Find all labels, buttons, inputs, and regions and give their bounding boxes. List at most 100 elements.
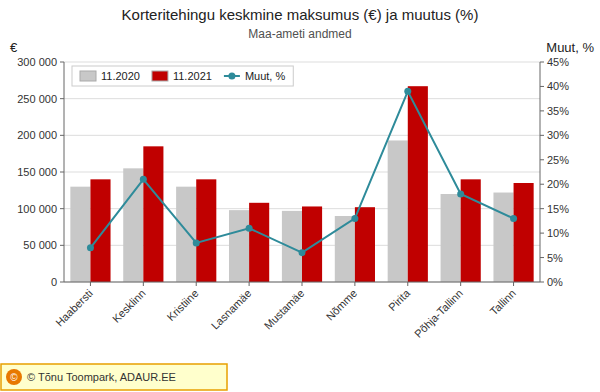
legend-label: 11.2021 bbox=[173, 70, 212, 82]
y2-tick-label: 25% bbox=[547, 154, 569, 166]
legend-swatch bbox=[80, 71, 96, 81]
y2-tick-label: 20% bbox=[547, 178, 569, 190]
bar bbox=[143, 146, 163, 282]
legend-swatch bbox=[152, 71, 168, 81]
x-tick bbox=[143, 282, 144, 286]
x-tick-label: Haabersti bbox=[53, 287, 95, 329]
y-tick bbox=[60, 135, 64, 136]
x-tick-label: Mustamäe bbox=[262, 287, 307, 332]
y2-tick bbox=[540, 135, 544, 136]
y-axis-line bbox=[64, 62, 65, 282]
y-tick bbox=[60, 282, 64, 283]
y2-tick bbox=[540, 110, 544, 111]
grid-line bbox=[64, 135, 540, 136]
legend-swatch-marker bbox=[228, 73, 235, 80]
grid bbox=[64, 62, 540, 282]
line-marker bbox=[299, 249, 306, 256]
bar bbox=[70, 187, 90, 282]
watermark-symbol: © bbox=[10, 372, 18, 383]
y2-axis-line bbox=[540, 62, 541, 282]
watermark-text: © Tõnu Toompark, ADAUR.EE bbox=[27, 371, 176, 383]
line-marker bbox=[87, 244, 94, 251]
x-tick-label: Kristiine bbox=[164, 287, 200, 323]
chart: Korteritehingu keskmine maksumus (€) ja … bbox=[0, 0, 600, 392]
line-marker bbox=[193, 239, 200, 246]
y2-tick-label: 5% bbox=[547, 252, 563, 264]
bar bbox=[282, 211, 302, 282]
y2-tick bbox=[540, 86, 544, 87]
x-tick bbox=[90, 282, 91, 286]
bar bbox=[176, 187, 196, 282]
y-tick-label: 250 000 bbox=[17, 93, 57, 105]
y2-tick bbox=[540, 282, 544, 283]
grid-line bbox=[64, 98, 540, 99]
x-tick-label: Kesklinn bbox=[110, 287, 148, 325]
y-tick bbox=[60, 98, 64, 99]
legend-frame bbox=[72, 66, 293, 86]
line-marker bbox=[510, 215, 517, 222]
title: Korteritehingu keskmine maksumus (€) ja … bbox=[122, 6, 479, 23]
line-marker bbox=[457, 191, 464, 198]
bar bbox=[196, 179, 216, 282]
bar bbox=[90, 179, 110, 282]
line-marker bbox=[140, 176, 147, 183]
bar bbox=[229, 210, 249, 282]
x-tick-label: Pirita bbox=[386, 286, 413, 313]
x-tick bbox=[302, 282, 303, 286]
watermark: © © Tõnu Toompark, ADAUR.EE bbox=[1, 364, 227, 390]
x-tick-label: Lasnamäe bbox=[209, 287, 254, 332]
line-marker bbox=[246, 225, 253, 232]
y2-tick-label: 15% bbox=[547, 203, 569, 215]
bar bbox=[123, 168, 143, 282]
y2-axis-label: Muut, % bbox=[546, 40, 594, 55]
y2-tick-label: 35% bbox=[547, 105, 569, 117]
y-tick-label: 150 000 bbox=[17, 166, 57, 178]
x-tick bbox=[513, 282, 514, 286]
line-marker bbox=[351, 215, 358, 222]
y-tick-label: 100 000 bbox=[17, 203, 57, 215]
bar bbox=[388, 140, 408, 282]
legend-label: Muut, % bbox=[245, 70, 286, 82]
watermark-circle bbox=[6, 369, 22, 385]
line bbox=[90, 91, 513, 252]
y2-tick-label: 10% bbox=[547, 227, 569, 239]
bar bbox=[302, 206, 322, 282]
y-tick-label: 0 bbox=[51, 276, 57, 288]
x-tick bbox=[249, 282, 250, 286]
watermark-box bbox=[1, 364, 227, 390]
y2-tick-label: 40% bbox=[547, 80, 569, 92]
y-tick bbox=[60, 208, 64, 209]
x-tick-label: Tallinn bbox=[487, 287, 518, 318]
y-axis-label: € bbox=[10, 40, 18, 55]
x-tick bbox=[196, 282, 197, 286]
x-tick bbox=[407, 282, 408, 286]
y2-tick-label: 45% bbox=[547, 56, 569, 68]
y-tick bbox=[60, 62, 64, 63]
bar bbox=[441, 194, 461, 282]
bar bbox=[514, 183, 534, 282]
x-tick bbox=[460, 282, 461, 286]
y-tick bbox=[60, 172, 64, 173]
x-tick-label: Põhja-Tallinn bbox=[412, 287, 465, 340]
y2-tick bbox=[540, 257, 544, 258]
plot-marks bbox=[70, 86, 533, 282]
y-tick bbox=[60, 245, 64, 246]
bar bbox=[249, 203, 269, 282]
y2-tick bbox=[540, 184, 544, 185]
bar bbox=[408, 86, 428, 282]
y2-tick bbox=[540, 159, 544, 160]
y-tick-label: 300 000 bbox=[17, 56, 57, 68]
legend: 11.2020 11.2021 Muut, % bbox=[72, 66, 293, 86]
y-tick-label: 50 000 bbox=[23, 239, 57, 251]
y2-tick bbox=[540, 62, 544, 63]
grid-line bbox=[64, 62, 540, 63]
bar bbox=[493, 193, 513, 282]
legend-label: 11.2020 bbox=[101, 70, 140, 82]
subtitle: Maa-ameti andmed bbox=[248, 27, 351, 41]
y2-tick bbox=[540, 233, 544, 234]
y2-tick-label: 0% bbox=[547, 276, 563, 288]
x-tick-label: Nõmme bbox=[324, 287, 360, 323]
y2-tick bbox=[540, 208, 544, 209]
line-marker bbox=[404, 88, 411, 95]
x-tick bbox=[354, 282, 355, 286]
